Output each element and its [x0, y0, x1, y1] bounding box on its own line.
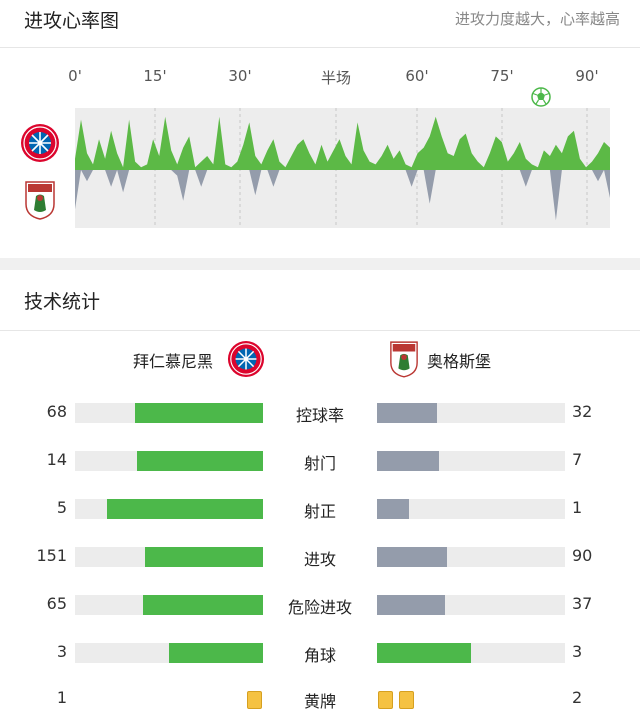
- stat-label: 危险进攻: [287, 598, 353, 617]
- away-stat-value: 37: [572, 594, 593, 613]
- away-stat-bar: [377, 451, 565, 471]
- home-stat-value: 1: [56, 688, 67, 707]
- stat-row-yellow-cards: 1 黄牌 2: [0, 684, 640, 714]
- stat-row: 14 射门 7: [0, 446, 640, 476]
- away-stat-bar: [377, 403, 565, 423]
- stat-label: 进攻: [303, 550, 337, 569]
- section-gap: [0, 258, 640, 270]
- home-stat-value: 65: [46, 594, 67, 613]
- divider: [0, 47, 640, 48]
- away-stat-fill: [377, 643, 471, 663]
- tick-0: 0': [68, 67, 82, 85]
- stat-label: 射正: [303, 502, 337, 521]
- home-stat-bar: [75, 403, 263, 423]
- stat-row: 65 危险进攻 37: [0, 590, 640, 620]
- away-stat-value: 32: [572, 402, 593, 421]
- stat-label: 黄牌: [303, 692, 337, 711]
- stat-row: 68 控球率 32: [0, 398, 640, 428]
- tick-90: 90': [575, 67, 599, 85]
- home-stat-fill: [169, 643, 263, 663]
- away-stat-fill: [377, 547, 447, 567]
- home-stat-value: 3: [56, 642, 67, 661]
- tick-half: 半场: [320, 69, 352, 87]
- yellow-card-icon: [378, 691, 393, 709]
- stat-label: 控球率: [295, 406, 345, 425]
- away-stat-bar: [377, 547, 565, 567]
- stats-title: 技术统计: [24, 291, 101, 313]
- home-stat-value: 151: [36, 546, 67, 565]
- augsburg-logo-icon: [25, 181, 55, 220]
- home-stat-bar: [75, 595, 263, 615]
- away-stat-bar: [377, 595, 565, 615]
- tick-60: 60': [405, 67, 429, 85]
- home-stat-fill: [135, 403, 263, 423]
- away-stat-fill: [377, 451, 440, 471]
- home-stat-bar: [75, 499, 263, 519]
- momentum-hint: 进攻力度越大，心率越高: [454, 10, 620, 28]
- home-stat-bar: [75, 451, 263, 471]
- away-stat-value: 3: [572, 642, 583, 661]
- home-stat-bar: [75, 547, 263, 567]
- tick-75: 75': [490, 67, 514, 85]
- home-stat-value: 14: [46, 450, 67, 469]
- momentum-header: 进攻心率图 进攻力度越大，心率越高: [0, 0, 640, 40]
- yellow-card-icon: [399, 691, 414, 709]
- home-stat-bar: [75, 643, 263, 663]
- away-stat-bar: [377, 643, 565, 663]
- home-stat-fill: [144, 547, 263, 567]
- stat-row: 5 射正 1: [0, 494, 640, 524]
- away-momentum-wave: [75, 170, 610, 221]
- home-stat-fill: [142, 595, 263, 615]
- home-momentum-wave: [75, 116, 610, 170]
- stat-row: 151 进攻 90: [0, 542, 640, 572]
- away-stat-bar: [377, 499, 565, 519]
- away-stat-value: 1: [572, 498, 583, 517]
- away-stat-fill: [377, 595, 445, 615]
- home-stat-value: 68: [46, 402, 67, 421]
- bayern-logo-icon: [21, 124, 59, 162]
- home-stat-fill: [106, 499, 263, 519]
- away-stat-value: 90: [572, 546, 593, 565]
- momentum-chart: [75, 108, 610, 228]
- home-stat-fill: [137, 451, 263, 471]
- away-stat-fill: [377, 403, 438, 423]
- home-team-name: 拜仁慕尼黑: [133, 352, 214, 371]
- away-stat-fill: [377, 499, 409, 519]
- home-stat-value: 5: [56, 498, 67, 517]
- augsburg-logo-icon: [390, 341, 418, 378]
- tick-30: 30': [228, 67, 252, 85]
- stat-label: 角球: [303, 646, 337, 665]
- away-stat-value: 2: [572, 688, 583, 707]
- yellow-card-icon: [247, 691, 262, 709]
- soccer-ball-icon: [531, 87, 551, 107]
- momentum-title: 进攻心率图: [24, 10, 120, 32]
- away-team-name: 奥格斯堡: [427, 352, 492, 371]
- away-stat-value: 7: [572, 450, 583, 469]
- tick-15: 15': [143, 67, 167, 85]
- stat-label: 射门: [303, 454, 337, 473]
- divider: [0, 330, 640, 331]
- stat-row: 3 角球 3: [0, 638, 640, 668]
- bayern-logo-icon: [227, 340, 265, 378]
